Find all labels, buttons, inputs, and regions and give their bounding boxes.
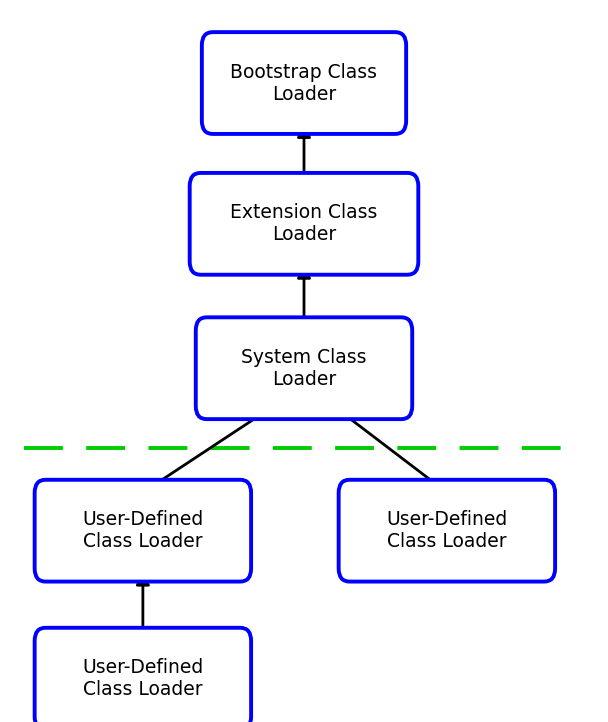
FancyBboxPatch shape	[202, 32, 406, 134]
FancyBboxPatch shape	[35, 479, 251, 582]
FancyBboxPatch shape	[339, 479, 555, 582]
FancyBboxPatch shape	[190, 173, 418, 275]
Text: Extension Class
Loader: Extension Class Loader	[230, 204, 378, 244]
FancyBboxPatch shape	[196, 318, 412, 419]
Text: Bootstrap Class
Loader: Bootstrap Class Loader	[230, 63, 378, 103]
Text: User-Defined
Class Loader: User-Defined Class Loader	[82, 658, 204, 699]
Text: System Class
Loader: System Class Loader	[241, 348, 367, 388]
FancyBboxPatch shape	[35, 628, 251, 722]
Text: User-Defined
Class Loader: User-Defined Class Loader	[82, 510, 204, 551]
Text: User-Defined
Class Loader: User-Defined Class Loader	[386, 510, 508, 551]
